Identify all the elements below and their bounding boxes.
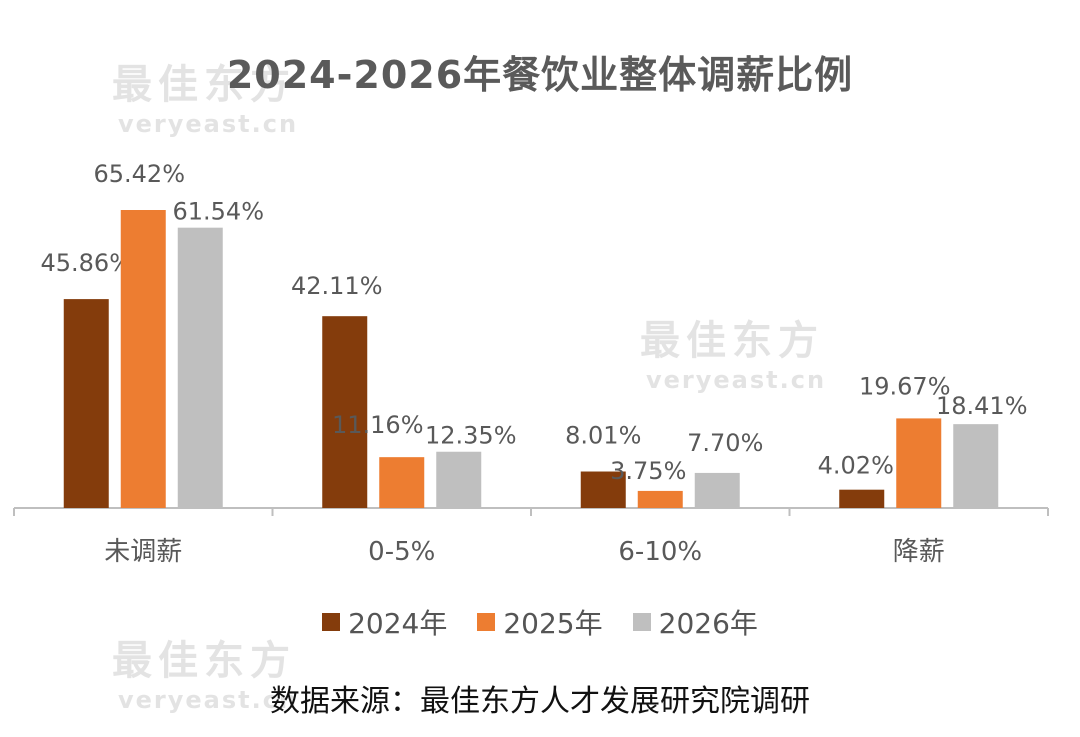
bar [177, 227, 223, 508]
bar [694, 472, 740, 508]
data-label: 42.11% [291, 272, 383, 300]
bar [379, 457, 425, 508]
category-label: 降薪 [893, 537, 945, 567]
data-label: 3.75% [610, 457, 686, 485]
data-label: 8.01% [565, 422, 641, 450]
watermark-url: veryeast.cn [646, 366, 827, 394]
legend-item: 2025年 [477, 602, 603, 642]
chart-title: 2024-2026年餐饮业整体调薪比例 [226, 53, 854, 97]
legend-label: 2026年 [658, 607, 758, 640]
watermark-text: 最佳东方 [112, 638, 296, 684]
bar [63, 299, 109, 508]
data-label: 7.70% [687, 429, 763, 457]
data-label: 65.42% [93, 160, 185, 188]
data-label: 11.16% [332, 411, 424, 439]
bar [580, 471, 626, 508]
bar [120, 210, 166, 508]
legend-swatch [322, 613, 341, 631]
data-source-note: 数据来源：最佳东方人才发展研究院调研 [270, 684, 810, 719]
bar [953, 424, 999, 508]
watermark-text: 最佳东方 [640, 318, 824, 364]
chart-legend: 2024年 2025年 2026年 [0, 602, 1080, 642]
watermark-logo: 最佳东方 veryeast.cn [640, 308, 826, 394]
bar [896, 418, 942, 508]
category-label: 6-10% [618, 537, 702, 567]
data-label: 19.67% [859, 372, 951, 400]
bar [637, 490, 683, 508]
data-label: 12.35% [425, 422, 517, 450]
watermark-url: veryeast.cn [118, 110, 299, 138]
legend-swatch [632, 613, 651, 631]
watermark-logo: 最佳东方 veryeast.cn [112, 628, 298, 714]
watermark-text: 最佳东方 [112, 62, 296, 108]
category-label: 0-5% [368, 537, 435, 567]
category-label: 未调薪 [104, 537, 182, 567]
legend-item: 2026年 [632, 602, 758, 642]
legend-item: 2024年 [322, 602, 447, 642]
bar [436, 451, 482, 508]
legend-label: 2025年 [503, 607, 603, 640]
data-label: 18.41% [936, 392, 1028, 420]
data-label: 45.86% [40, 249, 132, 277]
watermark-url: veryeast.cn [118, 686, 299, 714]
watermark-logo: 最佳东方 veryeast.cn [112, 52, 298, 138]
legend-swatch [477, 613, 496, 631]
bar [322, 316, 368, 508]
data-label: 61.54% [172, 198, 264, 226]
bar [839, 489, 885, 508]
data-label: 4.02% [818, 452, 894, 480]
legend-label: 2024年 [348, 607, 448, 640]
